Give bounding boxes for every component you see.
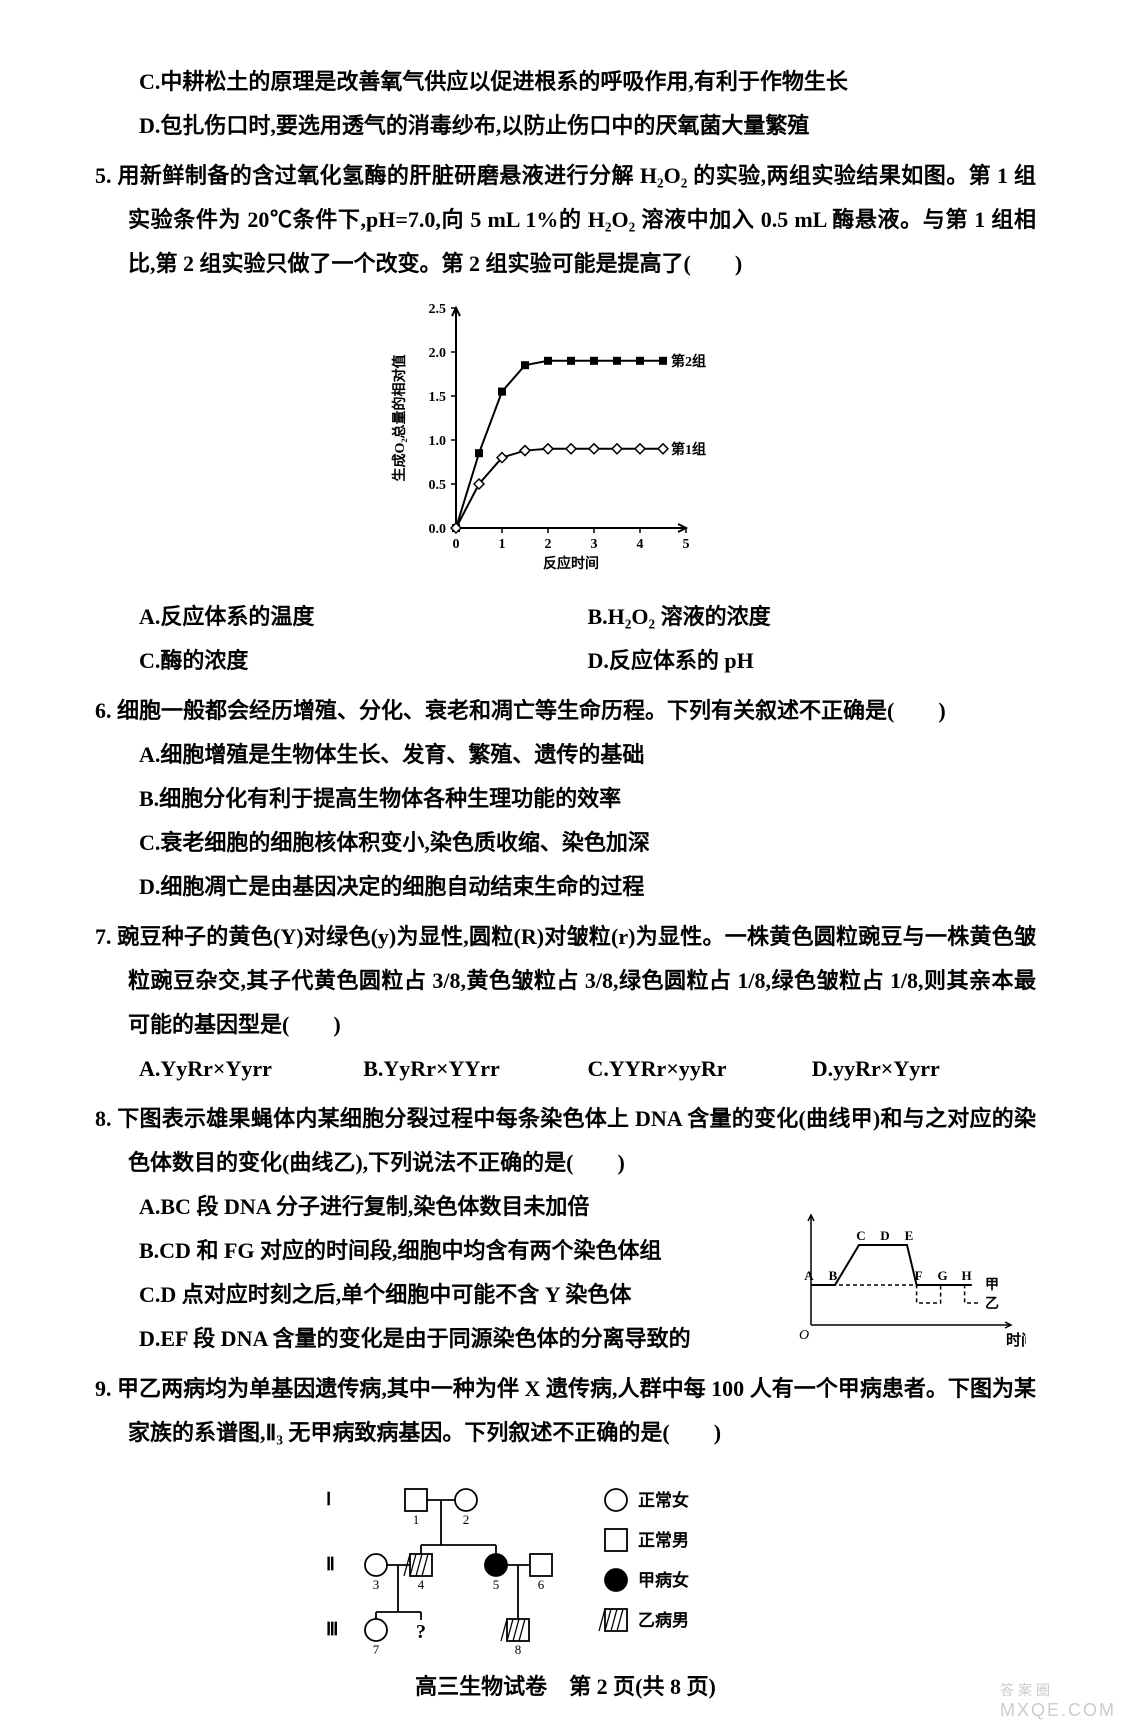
- svg-text:F: F: [915, 1268, 923, 1283]
- svg-text:?: ?: [416, 1621, 426, 1643]
- svg-text:乙病男: 乙病男: [638, 1610, 689, 1630]
- svg-text:2.0: 2.0: [428, 346, 446, 361]
- q6-stem: 6. 细胞一般都会经历增殖、分化、衰老和凋亡等生命历程。下列有关叙述不正确是( …: [95, 689, 1036, 733]
- svg-text:2: 2: [544, 537, 551, 552]
- svg-text:G: G: [938, 1268, 948, 1283]
- q4-opt-c: C.中耕松土的原理是改善氧气供应以促进根系的呼吸作用,有利于作物生长: [95, 60, 1036, 104]
- watermark: 答案圈 MXQE.COM: [1000, 1680, 1116, 1721]
- q6-opt-d: D.细胞凋亡是由基因决定的细胞自动结束生命的过程: [95, 865, 1036, 909]
- svg-text:3: 3: [590, 537, 597, 552]
- q8-body: A.BC 段 DNA 分子进行复制,染色体数目未加倍 B.CD 和 FG 对应的…: [95, 1185, 1036, 1361]
- q5-opt-d: D.反应体系的 pH: [588, 639, 1037, 683]
- svg-text:3: 3: [372, 1577, 379, 1592]
- q9-stem-text: 甲乙两病均为单基因遗传病,其中一种为伴 X 遗传病,人群中每 100 人有一个甲…: [117, 1376, 1036, 1445]
- svg-text:生成O₂总量的相对值: 生成O₂总量的相对值: [391, 354, 408, 481]
- q8-stem-text: 下图表示雄果蝇体内某细胞分裂过程中每条染色体上 DNA 含量的变化(曲线甲)和与…: [117, 1106, 1036, 1175]
- svg-text:0.0: 0.0: [428, 522, 446, 537]
- q9-stem: 9. 甲乙两病均为单基因遗传病,其中一种为伴 X 遗传病,人群中每 100 人有…: [95, 1367, 1036, 1455]
- q6-opt-b: B.细胞分化有利于提高生物体各种生理功能的效率: [95, 777, 1036, 821]
- svg-text:5: 5: [682, 537, 689, 552]
- q5-chart-svg: 0 1 2 3 4 5 0.0 0.5 1.0 1.5 2.0 2.5 反应时间 生成O₂总量的相对值 第2…: [386, 298, 746, 578]
- q5-opt-a: A.反应体系的温度: [139, 595, 588, 639]
- q8-opt-b: B.CD 和 FG 对应的时间段,细胞中均含有两个染色体组: [95, 1229, 786, 1273]
- q8-opt-a: A.BC 段 DNA 分子进行复制,染色体数目未加倍: [95, 1185, 786, 1229]
- q7-num: 7.: [95, 924, 117, 949]
- svg-text:1.0: 1.0: [428, 434, 446, 449]
- svg-text:1: 1: [498, 537, 505, 552]
- svg-text:甲: 甲: [985, 1277, 999, 1293]
- q5-opt-c: C.酶的浓度: [139, 639, 588, 683]
- q7-stem: 7. 豌豆种子的黄色(Y)对绿色(y)为显性,圆粒(R)对皱粒(r)为显性。一株…: [95, 915, 1036, 1047]
- q7-options: A.YyRr×Yyrr B.YyRr×YYrr C.YYRr×yyRr D.yy…: [95, 1047, 1036, 1091]
- q7-opt-b: B.YyRr×YYrr: [363, 1047, 587, 1091]
- q8-opt-d: D.EF 段 DNA 含量的变化是由于同源染色体的分离导致的: [95, 1317, 786, 1361]
- q5-opt-b: B.H₂O₂ 溶液的浓度: [588, 595, 1037, 639]
- q9: 9. 甲乙两病均为单基因遗传病,其中一种为伴 X 遗传病,人群中每 100 人有…: [95, 1367, 1036, 1685]
- q7-stem-text: 豌豆种子的黄色(Y)对绿色(y)为显性,圆粒(R)对皱粒(r)为显性。一株黄色圆…: [117, 924, 1036, 1037]
- q6-opt-a: A.细胞增殖是生物体生长、发育、繁殖、遗传的基础: [95, 733, 1036, 777]
- svg-text:7: 7: [372, 1642, 379, 1657]
- svg-text:0.5: 0.5: [428, 478, 446, 493]
- q5-options-row1: A.反应体系的温度 B.H₂O₂ 溶液的浓度: [95, 595, 1036, 639]
- svg-text:2.5: 2.5: [428, 302, 446, 317]
- q7-opt-d: D.yyRr×Yyrr: [812, 1047, 1036, 1091]
- svg-text:A: A: [804, 1268, 814, 1283]
- watermark-top: 答案圈: [1000, 1680, 1116, 1700]
- svg-text:2: 2: [462, 1512, 469, 1527]
- q4-opt-d: D.包扎伤口时,要选用透气的消毒纱布,以防止伤口中的厌氧菌大量繁殖: [95, 104, 1036, 148]
- svg-text:乙: 乙: [985, 1296, 999, 1312]
- q5: 5. 用新鲜制备的含过氧化氢酶的肝脏研磨悬液进行分解 H₂O₂ 的实验,两组实验…: [95, 154, 1036, 683]
- svg-text:4: 4: [417, 1577, 424, 1592]
- q9-num: 9.: [95, 1376, 117, 1401]
- q6: 6. 细胞一般都会经历增殖、分化、衰老和凋亡等生命历程。下列有关叙述不正确是( …: [95, 689, 1036, 909]
- svg-text:反应时间: 反应时间: [543, 555, 599, 572]
- q5-stem: 5. 用新鲜制备的含过氧化氢酶的肝脏研磨悬液进行分解 H₂O₂ 的实验,两组实验…: [95, 154, 1036, 286]
- q6-num: 6.: [95, 698, 117, 723]
- q8-num: 8.: [95, 1106, 117, 1131]
- q8-chart: AB CD E FGH甲乙 O 时间: [786, 1185, 1036, 1360]
- q9-pedigree: Ⅰ Ⅱ Ⅲ 1 2 3 4 5 6 7? 8 正常女正常男甲病女乙病男: [95, 1470, 1036, 1685]
- svg-text:正常男: 正常男: [638, 1530, 689, 1550]
- svg-text:第2组: 第2组: [671, 353, 706, 370]
- q9-pedigree-svg: Ⅰ Ⅱ Ⅲ 1 2 3 4 5 6 7? 8 正常女正常男甲病女乙病男: [306, 1470, 826, 1680]
- q8-stem: 8. 下图表示雄果蝇体内某细胞分裂过程中每条染色体上 DNA 含量的变化(曲线甲…: [95, 1097, 1036, 1185]
- q6-opt-c: C.衰老细胞的细胞核体积变小,染色质收缩、染色加深: [95, 821, 1036, 865]
- q7: 7. 豌豆种子的黄色(Y)对绿色(y)为显性,圆粒(R)对皱粒(r)为显性。一株…: [95, 915, 1036, 1091]
- q8-chart-svg: AB CD E FGH甲乙 O 时间: [796, 1205, 1026, 1355]
- q7-opt-a: A.YyRr×Yyrr: [139, 1047, 363, 1091]
- svg-text:B: B: [829, 1268, 838, 1283]
- q8-opt-c: C.D 点对应时刻之后,单个细胞中可能不含 Y 染色体: [95, 1273, 786, 1317]
- svg-text:C: C: [856, 1228, 865, 1243]
- svg-text:第1组: 第1组: [671, 441, 706, 458]
- svg-text:D: D: [880, 1228, 889, 1243]
- watermark-bottom: MXQE.COM: [1000, 1700, 1116, 1721]
- svg-text:Ⅱ: Ⅱ: [326, 1554, 335, 1574]
- svg-text:Ⅲ: Ⅲ: [326, 1619, 338, 1639]
- svg-text:8: 8: [514, 1642, 521, 1657]
- svg-text:0: 0: [452, 537, 459, 552]
- q5-chart: 0 1 2 3 4 5 0.0 0.5 1.0 1.5 2.0 2.5 反应时间 生成O₂总量的相对值 第2…: [95, 298, 1036, 583]
- svg-text:5: 5: [492, 1577, 499, 1592]
- svg-text:甲病女: 甲病女: [638, 1570, 689, 1590]
- q5-options-row2: C.酶的浓度 D.反应体系的 pH: [95, 639, 1036, 683]
- q8-options: A.BC 段 DNA 分子进行复制,染色体数目未加倍 B.CD 和 FG 对应的…: [95, 1185, 786, 1361]
- page-footer: 高三生物试卷 第 2 页(共 8 页): [0, 1669, 1131, 1701]
- svg-text:H: H: [962, 1268, 972, 1283]
- q5-stem-text: 用新鲜制备的含过氧化氢酶的肝脏研磨悬液进行分解 H₂O₂ 的实验,两组实验结果如…: [117, 163, 1036, 276]
- svg-text:6: 6: [537, 1577, 544, 1592]
- svg-text:E: E: [905, 1228, 914, 1243]
- svg-text:正常女: 正常女: [638, 1490, 689, 1510]
- svg-text:O: O: [799, 1328, 809, 1343]
- svg-text:1: 1: [412, 1512, 419, 1527]
- q6-stem-text: 细胞一般都会经历增殖、分化、衰老和凋亡等生命历程。下列有关叙述不正确是( ): [117, 698, 946, 723]
- svg-text:1.5: 1.5: [428, 390, 446, 405]
- q8: 8. 下图表示雄果蝇体内某细胞分裂过程中每条染色体上 DNA 含量的变化(曲线甲…: [95, 1097, 1036, 1361]
- q7-opt-c: C.YYRr×yyRr: [588, 1047, 812, 1091]
- svg-text:Ⅰ: Ⅰ: [326, 1489, 331, 1509]
- q5-num: 5.: [95, 163, 117, 188]
- svg-text:4: 4: [636, 537, 643, 552]
- q4-options: C.中耕松土的原理是改善氧气供应以促进根系的呼吸作用,有利于作物生长 D.包扎伤…: [95, 60, 1036, 148]
- svg-text:时间: 时间: [1006, 1331, 1026, 1349]
